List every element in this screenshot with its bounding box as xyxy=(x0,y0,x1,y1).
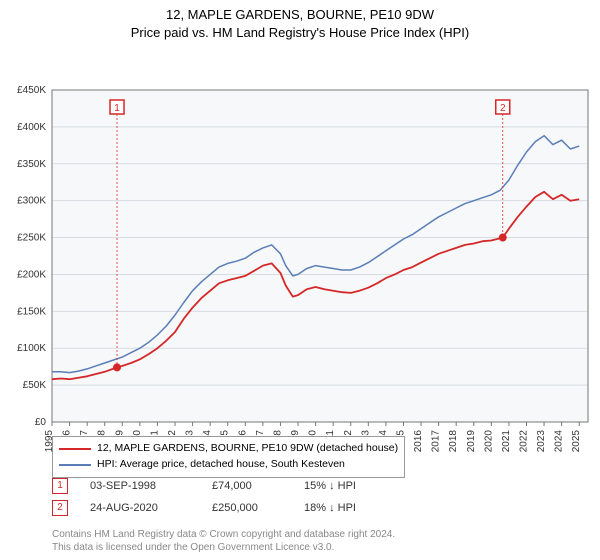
sale-date: 03-SEP-1998 xyxy=(90,480,190,492)
svg-text:£300K: £300K xyxy=(17,196,46,207)
svg-text:£0: £0 xyxy=(35,417,47,428)
svg-text:2018: 2018 xyxy=(448,430,459,453)
svg-text:2017: 2017 xyxy=(431,430,442,453)
svg-text:£200K: £200K xyxy=(17,270,46,281)
legend-swatch xyxy=(59,464,91,466)
svg-text:2024: 2024 xyxy=(554,430,565,453)
svg-text:£400K: £400K xyxy=(17,122,46,133)
sale-marker: 2 xyxy=(52,500,68,516)
price-chart: £0 £50K £100K £150K £200K £250K £300K £350K £400… xyxy=(0,42,600,472)
legend: 12, MAPLE GARDENS, BOURNE, PE10 9DW (det… xyxy=(52,436,405,478)
legend-swatch xyxy=(59,448,91,450)
svg-text:£450K: £450K xyxy=(17,85,46,96)
svg-text:£100K: £100K xyxy=(17,344,46,355)
sale-date: 24-AUG-2020 xyxy=(90,502,190,514)
svg-text:2020: 2020 xyxy=(483,430,494,453)
svg-text:2022: 2022 xyxy=(518,430,529,453)
sale-pct: 18% ↓ HPI xyxy=(304,502,394,514)
legend-label: HPI: Average price, detached house, Sout… xyxy=(97,457,345,473)
footer-line1: Contains HM Land Registry data © Crown c… xyxy=(52,528,395,541)
svg-text:2016: 2016 xyxy=(413,430,424,453)
sales-table: 1 03-SEP-1998 £74,000 15% ↓ HPI 2 24-AUG-2020… xyxy=(52,478,394,522)
footer-line2: This data is licensed under the Open Gov… xyxy=(52,541,395,554)
footer-note: Contains HM Land Registry data © Crown c… xyxy=(52,528,395,554)
svg-text:2019: 2019 xyxy=(466,430,477,453)
legend-item: 12, MAPLE GARDENS, BOURNE, PE10 9DW (det… xyxy=(59,441,398,457)
title-address: 12, MAPLE GARDENS, BOURNE, PE10 9DW xyxy=(0,6,600,24)
svg-text:£150K: £150K xyxy=(17,307,46,318)
svg-text:2021: 2021 xyxy=(501,430,512,453)
svg-text:£250K: £250K xyxy=(17,233,46,244)
sale-marker: 1 xyxy=(52,478,68,494)
sale-price: £74,000 xyxy=(212,480,282,492)
chart-container: 12, MAPLE GARDENS, BOURNE, PE10 9DW Pric… xyxy=(0,0,600,560)
sale-pct: 15% ↓ HPI xyxy=(304,480,394,492)
title-subtitle: Price paid vs. HM Land Registry's House … xyxy=(0,24,600,42)
title-block: 12, MAPLE GARDENS, BOURNE, PE10 9DW Pric… xyxy=(0,0,600,42)
sale-row: 2 24-AUG-2020 £250,000 18% ↓ HPI xyxy=(52,500,394,516)
legend-item: HPI: Average price, detached house, Sout… xyxy=(59,457,398,473)
legend-label: 12, MAPLE GARDENS, BOURNE, PE10 9DW (det… xyxy=(97,441,398,457)
svg-text:1: 1 xyxy=(114,103,120,114)
svg-text:2023: 2023 xyxy=(536,430,547,453)
sale-row: 1 03-SEP-1998 £74,000 15% ↓ HPI xyxy=(52,478,394,494)
svg-text:£350K: £350K xyxy=(17,159,46,170)
sale-price: £250,000 xyxy=(212,502,282,514)
svg-text:2: 2 xyxy=(500,103,506,114)
svg-text:2025: 2025 xyxy=(571,430,582,453)
svg-text:£50K: £50K xyxy=(23,380,47,391)
